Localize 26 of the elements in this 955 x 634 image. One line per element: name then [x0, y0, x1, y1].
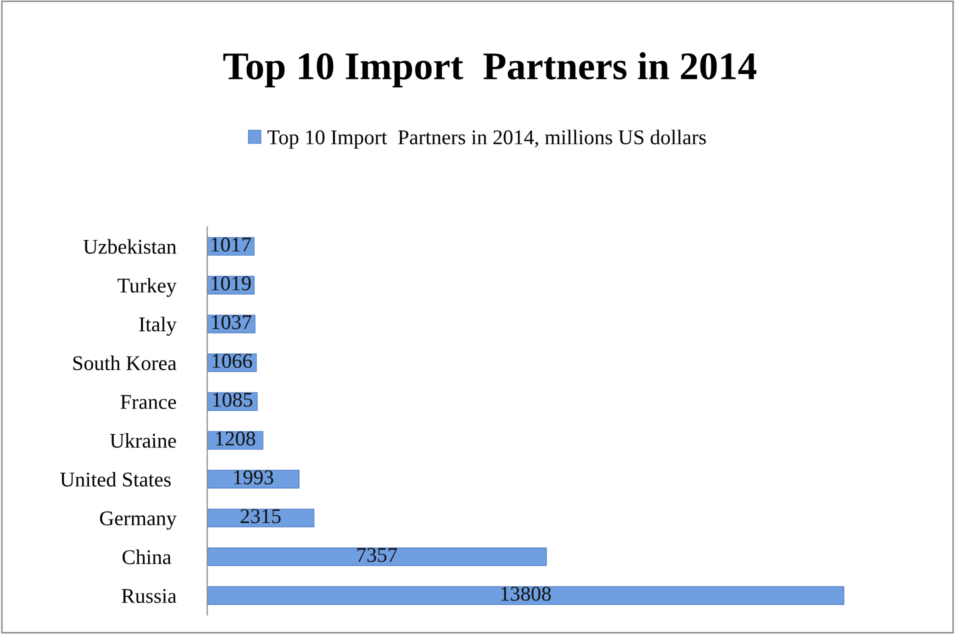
data-label: 1085: [213, 392, 252, 407]
y-tick-label: United States: [60, 472, 171, 487]
data-label: 1993: [234, 470, 274, 484]
y-tick-label: Ukraine: [110, 433, 176, 448]
data-label: 2315: [240, 509, 281, 524]
y-tick-label: France: [120, 395, 176, 410]
data-label: 1019: [212, 276, 251, 290]
bar: [207, 470, 300, 488]
y-tick-label: Turkey: [118, 278, 177, 297]
data-label: 1017: [212, 238, 251, 252]
data-label: 7357: [357, 548, 398, 562]
y-tick-label: Russia: [122, 589, 176, 604]
y-tick-label: Italy: [139, 316, 177, 336]
y-tick-label: Uzbekistan: [83, 239, 176, 254]
y-tick-label: Germany: [100, 511, 177, 530]
data-label: 13808: [501, 586, 551, 601]
data-label: 1066: [212, 354, 252, 368]
bar: [207, 586, 844, 605]
chart-title: Top 10 Import Partners in 2014: [223, 52, 756, 88]
data-label: 1037: [212, 315, 252, 330]
data-label: 1208: [216, 432, 256, 446]
bar: [207, 548, 547, 566]
y-tick-label: China: [122, 550, 172, 564]
y-tick-label: South Korea: [73, 356, 176, 370]
legend-label: Top 10 Import Partners in 2014, millions US dollars: [268, 130, 706, 149]
bar: [207, 508, 314, 528]
